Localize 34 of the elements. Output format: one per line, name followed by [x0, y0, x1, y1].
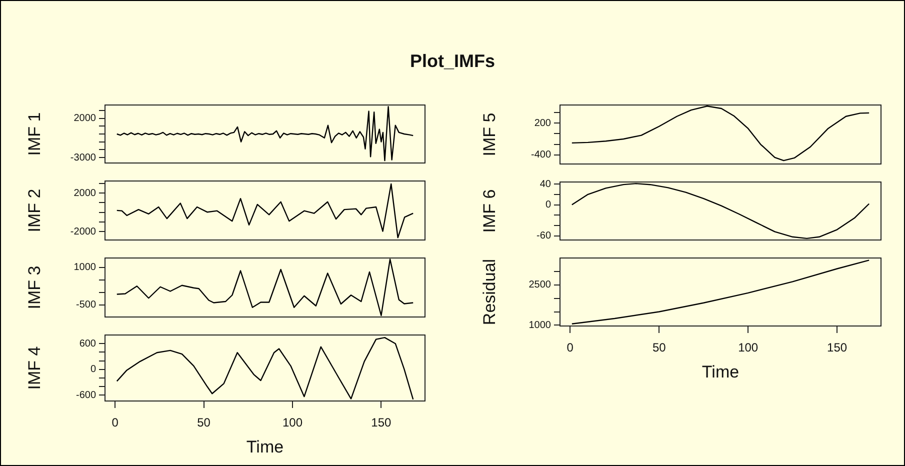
- x-tick-label: 0: [566, 340, 574, 355]
- y-tick-label: -400: [530, 150, 552, 161]
- x-axis-title: Time: [702, 362, 740, 382]
- y-tick-label: 40: [540, 178, 552, 190]
- x-tick-label: 50: [197, 416, 211, 430]
- y-axis-title: IMF 6: [480, 189, 499, 233]
- y-tick-label: 0: [545, 200, 552, 211]
- y-tick-label: -2000: [70, 226, 96, 238]
- y-tick-label: 2000: [74, 188, 96, 199]
- x-tick-label: 100: [282, 416, 303, 430]
- x-axis-title: Time: [246, 437, 284, 456]
- x-tick-label: 50: [652, 340, 666, 355]
- x-tick-label: 150: [371, 416, 392, 430]
- y-tick-label: -500: [76, 300, 96, 310]
- y-tick-label: -60: [536, 230, 552, 242]
- y-axis-title: Residual: [480, 258, 499, 326]
- y-axis-title: IMF 4: [24, 346, 44, 390]
- y-axis-title: IMF 1: [24, 112, 44, 156]
- y-axis-title: IMF 3: [24, 266, 44, 310]
- y-tick-label: 2500: [528, 280, 552, 291]
- y-tick-label: 0: [90, 364, 96, 376]
- y-tick-label: 1000: [74, 262, 96, 273]
- chart-title: Plot_IMFs: [408, 51, 496, 72]
- y-axis-title: IMF 5: [480, 112, 499, 156]
- x-tick-label: 0: [112, 416, 119, 430]
- x-tick-label: 150: [827, 340, 848, 355]
- y-tick-label: -600: [76, 390, 96, 401]
- x-tick-label: 100: [738, 340, 758, 355]
- y-tick-label: 2000: [74, 113, 96, 124]
- y-tick-label: -3000: [70, 152, 96, 164]
- y-tick-label: 1000: [528, 320, 552, 331]
- y-tick-label: 200: [534, 118, 552, 129]
- y-axis-title: IMF 2: [24, 188, 44, 232]
- y-tick-label: 600: [79, 338, 96, 350]
